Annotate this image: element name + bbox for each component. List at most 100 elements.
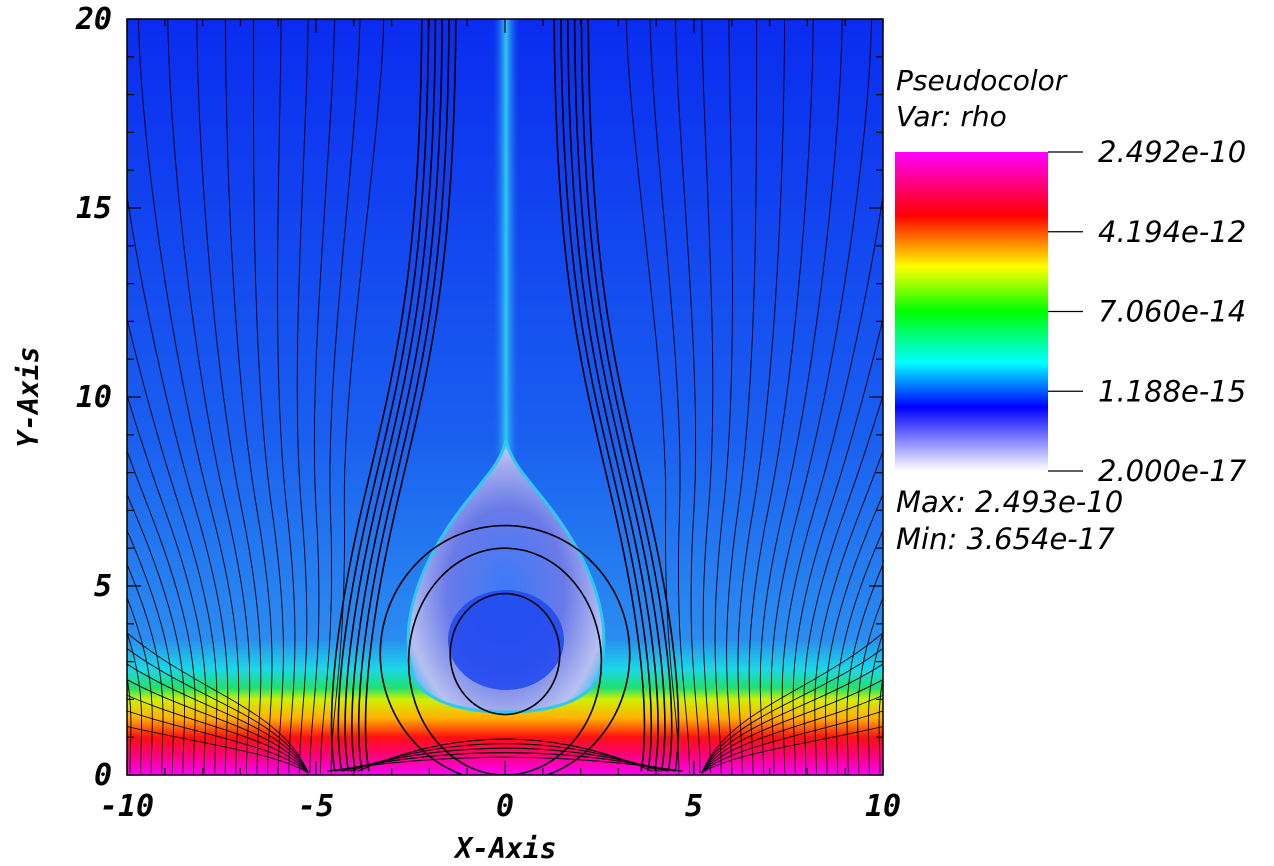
colorbar-label: 2.000e-17 <box>1098 454 1247 488</box>
field-line <box>759 19 843 774</box>
field-line <box>701 694 883 774</box>
field-line <box>277 19 296 774</box>
field-line <box>330 19 423 772</box>
field-line <box>781 193 883 774</box>
field-line <box>127 631 143 774</box>
field-line <box>770 19 873 774</box>
field-line <box>127 663 309 774</box>
field-line <box>649 19 690 774</box>
x-tick-label: -5 <box>298 789 334 824</box>
y-tick-labels: 0 5 10 15 20 <box>75 2 112 793</box>
field-line <box>835 529 883 774</box>
field-line <box>701 632 883 774</box>
field-line <box>567 19 659 772</box>
field-line <box>737 19 786 774</box>
field-line <box>127 563 164 774</box>
field-line <box>803 393 883 774</box>
field-line <box>252 19 284 774</box>
field-line <box>127 647 309 774</box>
field-line <box>127 493 185 774</box>
field-line <box>714 19 733 774</box>
field-line <box>127 529 175 774</box>
field-line <box>342 747 668 772</box>
field-line <box>701 647 883 774</box>
field-line <box>334 752 676 772</box>
field-line <box>553 19 646 772</box>
field-line <box>224 19 273 774</box>
field-line <box>127 679 309 774</box>
field-line <box>127 726 309 774</box>
field-line <box>127 393 207 774</box>
colorbar <box>895 152 1048 471</box>
field-line <box>127 316 218 774</box>
field-line <box>867 631 883 774</box>
field-line <box>349 743 661 772</box>
x-tick-label: -10 <box>100 789 154 824</box>
field-line <box>344 19 437 772</box>
legend-min: Min: 3.654e-17 <box>896 522 1115 556</box>
field-line <box>127 193 229 774</box>
field-line <box>825 493 883 774</box>
field-line <box>320 19 361 774</box>
y-tick-label: 0 <box>94 758 112 793</box>
x-tick-label: 10 <box>865 789 901 824</box>
y-tick-label: 10 <box>76 380 112 415</box>
x-tick-label: 0 <box>496 789 514 824</box>
field-line <box>701 710 883 774</box>
field-line <box>726 19 758 774</box>
field-line <box>327 756 683 772</box>
y-tick-label: 5 <box>94 569 112 604</box>
x-axis-title: X-Axis <box>453 832 556 865</box>
colorbar-label: 2.492e-10 <box>1098 135 1246 169</box>
field-line <box>878 675 883 774</box>
field-line <box>364 19 457 772</box>
field-line <box>701 663 883 774</box>
flux-rope-loop <box>449 592 561 716</box>
colorbar-legend: Pseudocolor Var: rho 2.492e-10 4.194e-12 7… <box>895 64 1247 556</box>
y-tick-label: 15 <box>76 191 112 226</box>
field-line <box>127 596 153 774</box>
field-line <box>701 726 883 774</box>
legend-variable: Var: rho <box>896 100 1007 133</box>
x-tick-label: 5 <box>685 789 703 824</box>
field-line <box>701 679 883 774</box>
axis-ticks <box>126 18 884 776</box>
field-line <box>587 19 680 772</box>
field-line <box>309 19 336 774</box>
y-axis-title: Y-Axis <box>12 346 45 447</box>
field-line <box>580 19 673 772</box>
legend-max: Max: 2.493e-10 <box>896 485 1123 519</box>
magnetic-field-lines <box>127 19 883 775</box>
field-line <box>167 19 251 774</box>
field-line <box>573 19 666 772</box>
field-line <box>196 19 262 774</box>
field-line <box>337 19 430 772</box>
field-line <box>357 19 450 772</box>
field-line <box>748 19 814 774</box>
field-line <box>127 710 309 774</box>
field-line <box>330 19 385 774</box>
jet-column <box>493 19 519 459</box>
field-line <box>127 694 309 774</box>
field-line <box>127 632 309 774</box>
field-line <box>560 19 653 772</box>
field-line <box>674 19 701 774</box>
legend-plot-type: Pseudocolor <box>896 64 1068 97</box>
plot-area: -10 -5 0 5 10 0 5 10 15 20 X-Axis Y-Axis <box>12 2 901 865</box>
field-line <box>701 19 714 774</box>
colorbar-labels: 2.492e-10 4.194e-12 7.060e-14 1.188e-15 2.00… <box>1048 135 1247 488</box>
field-line <box>296 19 309 774</box>
field-line <box>127 675 132 774</box>
x-tick-labels: -10 -5 0 5 10 <box>100 789 901 824</box>
field-line <box>137 19 240 774</box>
y-tick-label: 20 <box>75 2 112 37</box>
colorbar-label: 4.194e-12 <box>1098 215 1246 249</box>
bubble-core <box>448 590 564 690</box>
colorbar-label: 7.060e-14 <box>1098 295 1246 329</box>
field-line <box>351 19 443 772</box>
colorbar-label: 1.188e-15 <box>1098 374 1246 408</box>
field-line <box>625 19 680 774</box>
field-line <box>857 596 883 774</box>
flux-rope-loop <box>379 524 631 775</box>
